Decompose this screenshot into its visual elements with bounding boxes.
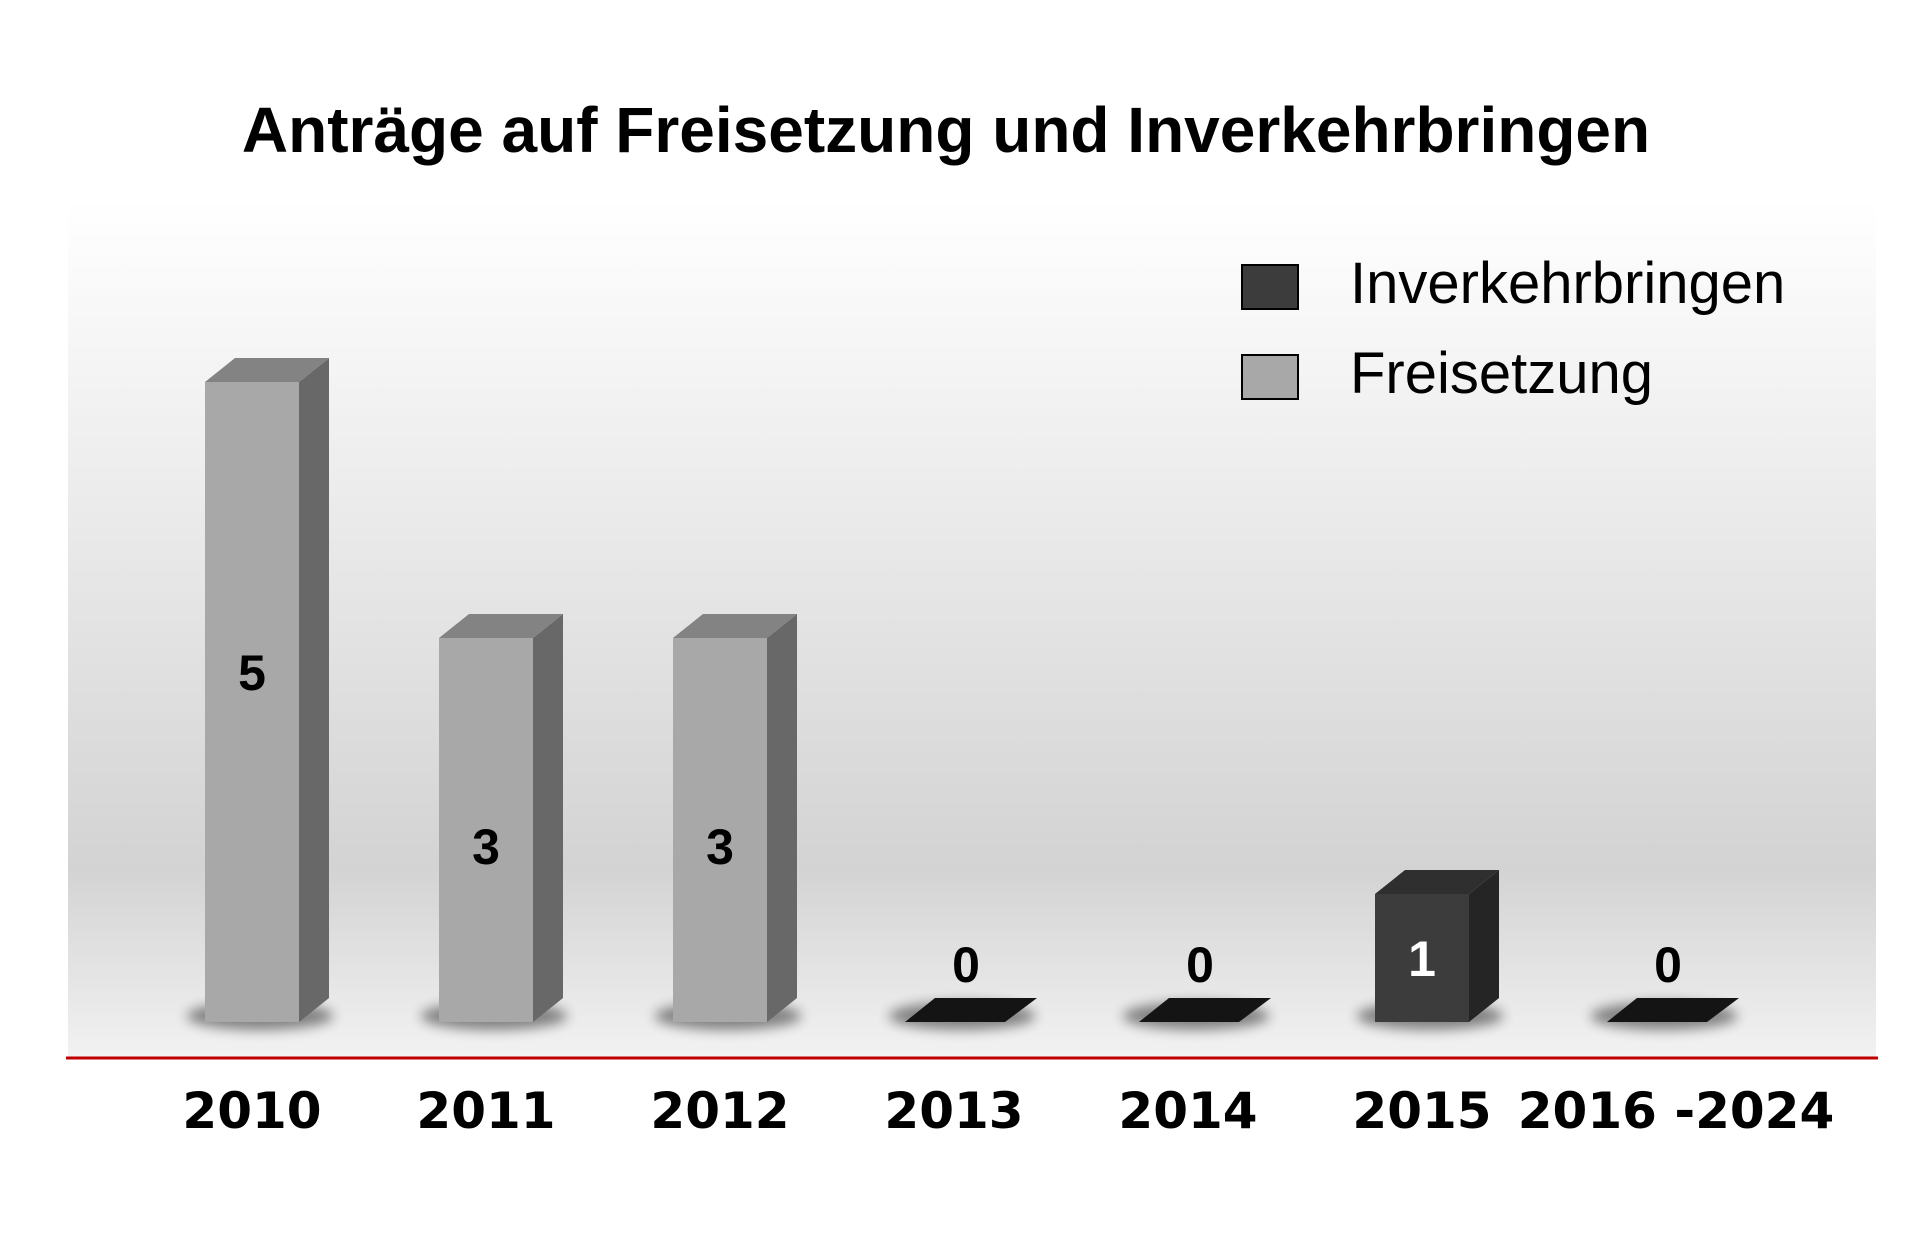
bar-2015: 1 xyxy=(1356,870,1504,1030)
x-tick-label: 2012 xyxy=(650,1082,789,1140)
data-label: 0 xyxy=(952,937,980,993)
bar-2014: 0 xyxy=(1122,937,1271,1030)
bar-front-face xyxy=(439,638,533,1022)
chart-title: Anträge auf Freisetzung und Inverkehrbri… xyxy=(242,94,1650,166)
legend-item-freisetzung: Freisetzung xyxy=(1241,341,1653,406)
legend-swatch xyxy=(1241,354,1299,400)
legend-swatch xyxy=(1241,264,1299,310)
data-label: 5 xyxy=(238,645,266,701)
data-label: 3 xyxy=(706,819,734,875)
bar-zero-plate xyxy=(1139,998,1271,1022)
legend-item-inverkehrbringen: Inverkehrbringen xyxy=(1241,251,1785,316)
x-tick-labels: 2010 2011 2012 2013 2014 2015 2016 -2024 xyxy=(182,1082,1834,1140)
bar-2016-2024: 0 xyxy=(1590,937,1739,1030)
bar-front-face xyxy=(1375,894,1469,1022)
bar-top-face xyxy=(1375,870,1499,894)
bar-front-face xyxy=(673,638,767,1022)
bar-side-face xyxy=(533,614,563,1022)
x-tick-label: 2013 xyxy=(884,1082,1023,1140)
data-label: 1 xyxy=(1408,931,1436,987)
bar-zero-plate xyxy=(1607,998,1739,1022)
bar-top-face xyxy=(205,358,329,382)
bar-2012: 3 xyxy=(654,614,802,1030)
bar-top-face xyxy=(439,614,563,638)
legend-label: Inverkehrbringen xyxy=(1350,251,1785,316)
data-label: 3 xyxy=(472,819,500,875)
bar-2013: 0 xyxy=(888,937,1037,1030)
bars-group: 5 3 3 0 0 1 0 xyxy=(186,358,1739,1030)
legend-label: Freisetzung xyxy=(1350,341,1653,406)
bar-2010: 5 xyxy=(186,358,334,1030)
bar-zero-plate xyxy=(905,998,1037,1022)
x-tick-label: 2010 xyxy=(182,1082,321,1140)
plot-area-background xyxy=(68,200,1876,1058)
x-tick-label: 2011 xyxy=(416,1082,555,1140)
data-label: 0 xyxy=(1654,937,1682,993)
bar-2011: 3 xyxy=(420,614,568,1030)
legend: Inverkehrbringen Freisetzung xyxy=(1241,251,1785,406)
bar-side-face xyxy=(299,358,329,1022)
bar-side-face xyxy=(767,614,797,1022)
data-label: 0 xyxy=(1186,937,1214,993)
x-tick-label: 2016 -2024 xyxy=(1518,1082,1834,1140)
bar-top-face xyxy=(673,614,797,638)
x-tick-label: 2014 xyxy=(1118,1082,1257,1140)
x-tick-label: 2015 xyxy=(1352,1082,1491,1140)
bar-front-face xyxy=(205,382,299,1022)
bar-side-face xyxy=(1469,870,1499,1022)
